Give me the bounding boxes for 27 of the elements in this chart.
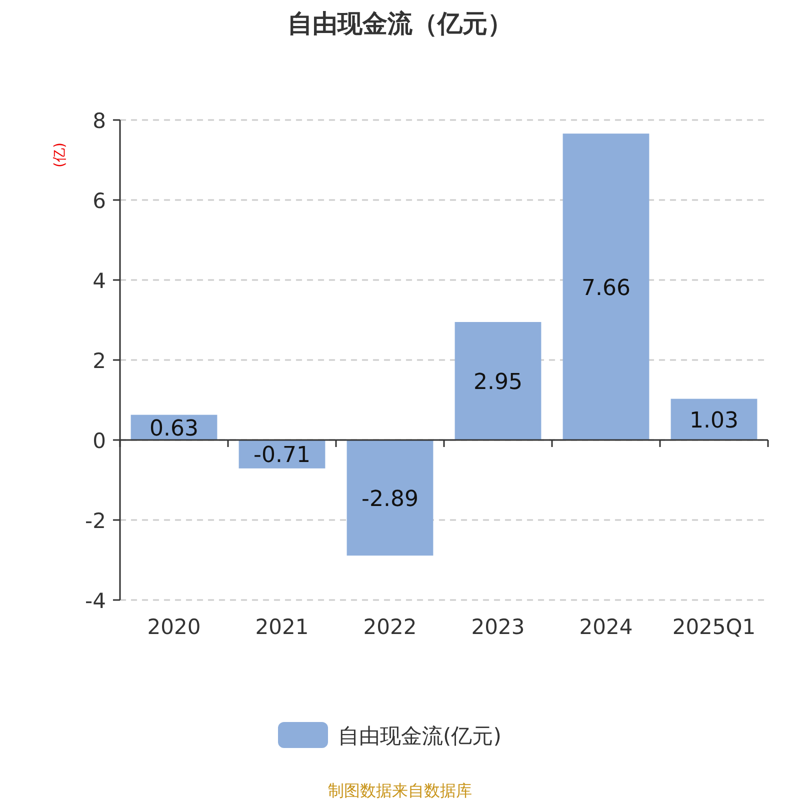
data-label: 7.66 — [582, 276, 630, 301]
y-tick-label: 8 — [92, 109, 106, 133]
x-tick-label: 2023 — [471, 615, 525, 639]
bar — [670, 398, 758, 440]
bar — [454, 322, 542, 440]
y-tick-label: -2 — [85, 509, 106, 533]
bar — [562, 134, 650, 440]
bar — [346, 440, 434, 556]
x-tick-label: 2020 — [147, 615, 201, 639]
data-label: 2.95 — [474, 370, 522, 395]
data-label: 0.63 — [150, 416, 198, 442]
x-tick-label: 2024 — [579, 615, 633, 639]
x-tick-label: 2025Q1 — [672, 615, 756, 639]
legend-label: 自由现金流(亿元) — [338, 724, 502, 748]
y-tick-label: -4 — [85, 589, 106, 613]
data-label: -0.71 — [254, 443, 310, 468]
y-axis-title: (亿) — [52, 142, 68, 168]
x-tick-label: 2022 — [363, 615, 417, 639]
data-label: -2.89 — [362, 486, 418, 512]
data-label: 1.03 — [690, 408, 738, 434]
text: 制图数据来自数据库 — [328, 781, 472, 800]
chart-title: 自由现金流（亿元） — [288, 9, 512, 38]
y-tick-label: 2 — [92, 349, 106, 373]
y-tick-label: 0 — [92, 429, 106, 453]
x-tick-label: 2021 — [255, 615, 309, 639]
y-tick-label: 4 — [92, 269, 106, 293]
y-tick-label: 6 — [92, 189, 106, 213]
